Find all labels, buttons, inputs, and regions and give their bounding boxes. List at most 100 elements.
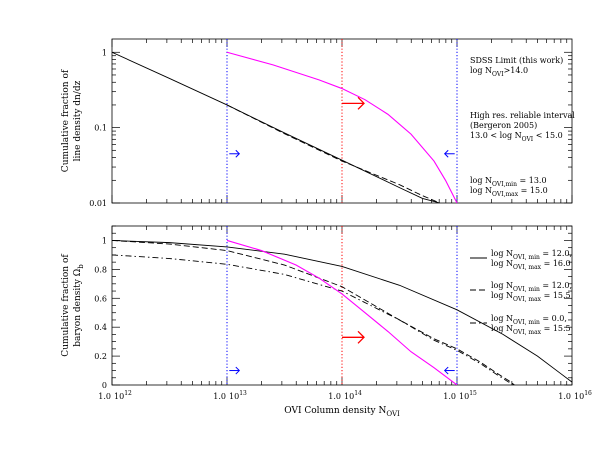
top-annotation-1-line-1: (Bergeron 2005) — [470, 121, 537, 130]
top-series-magenta-line — [226, 51, 458, 203]
top-panel-line-density: 1 0.1 0.01 Cumulative fraction of line densi… — [61, 38, 575, 208]
top-y-axis-label-line1: Cumulative fraction of — [61, 69, 71, 172]
bottom-y-tick-label: 0.6 — [94, 294, 107, 303]
top-annotation-1-line-2-part: OVI — [522, 136, 534, 143]
bottom-y-tick-label: 0.8 — [94, 265, 107, 274]
top-annotation-1-line-2: 13.0 < log NOVI < 15.0 — [470, 131, 563, 143]
legend-entry-0-line-1-part: = 16.0 — [541, 259, 571, 268]
legend-entry-2-line-0: log NOVI, min = 0.0, — [491, 314, 567, 326]
top-annotation-0-line-1-part: log N — [470, 66, 492, 75]
legend-entry-0-line-0-part: = 12.0, — [540, 249, 572, 258]
legend-entry-2-line-0-part: OVI, min — [513, 319, 540, 326]
x-tick-label-exponent: 12 — [124, 390, 132, 397]
legend-entry-2-line-1-part: = 15.5 — [541, 324, 571, 333]
legend-entry-1-line-1-part: = 15.5 — [541, 291, 571, 300]
x-tick-label-prefix: 1.0 — [443, 392, 456, 401]
legend-entry-0-line-0-part: OVI, min — [513, 254, 540, 261]
x-tick-label-prefix: 1.0 — [213, 392, 226, 401]
bottom-y-tick-label: 0 — [102, 381, 107, 390]
x-tick-label-exponent: 14 — [354, 390, 362, 397]
legend-entry-1-line-1: log NOVI, max = 15.5 — [491, 291, 571, 303]
top-annotation-1-line-2-part: < 15.0 — [533, 131, 563, 140]
bottom-panel-baryon-density: 00.20.40.60.811.0 1012 1.0 1013 1.0 1014 1.0 10… — [61, 225, 592, 418]
top-annotation-0-line-1-part: OVI — [492, 71, 504, 78]
legend-entry-2-line-1: log NOVI, max = 15.5 — [491, 324, 571, 336]
top-annotation-0-line-1: log NOVI>14.0 — [470, 66, 528, 78]
bottom-y-axis-label-line1: Cumulative fraction of — [61, 254, 71, 357]
top-y-axis-label-line2: line density dn/dz — [73, 80, 83, 161]
x-tick-label: 1015 — [459, 390, 477, 401]
bottom-arrow-right — [229, 366, 241, 375]
top-y-tick-label: 0.01 — [89, 199, 107, 208]
legend-entry-1-line-0-part: log N — [491, 281, 513, 290]
top-y-tick-label: 0.1 — [94, 124, 107, 133]
legend-entry-2-line-1-part: OVI, max — [513, 329, 542, 336]
top-annotation-2-line-0-part: log N — [470, 176, 492, 185]
top-series-solid-line — [112, 51, 440, 203]
x-tick-label-base: 10 — [229, 392, 239, 401]
x-tick-label-prefix: 1.0 — [98, 392, 111, 401]
bottom-y-tick-label: 0.4 — [94, 323, 107, 332]
x-tick-label-base: 10 — [574, 392, 584, 401]
legend-entry-0-line-1-part: OVI, max — [513, 264, 542, 271]
top-y-axis-label: Cumulative fraction of line density dn/dz — [61, 69, 83, 172]
x-tick-label-exponent: 15 — [469, 390, 477, 397]
x-tick-label: 1016 — [574, 390, 592, 401]
x-tick-label-base: 10 — [344, 392, 354, 401]
top-arrow-right — [229, 149, 241, 158]
bottom-arrow-right — [342, 330, 365, 344]
top-annotation-1-line-1-part: (Bergeron 2005) — [470, 121, 537, 130]
top-y-axis-label-line2-text: line density dn/dz — [73, 80, 83, 161]
top-arrow-left — [443, 149, 455, 158]
top-annotation-2-line-0: log NOVI,min = 13.0 — [470, 176, 547, 188]
x-tick-label-base: 10 — [459, 392, 469, 401]
top-annotation-2-line-1-part: log N — [470, 186, 492, 195]
bottom-y-axis-label-line2: baryon density Ωb — [73, 264, 85, 347]
top-annotation-2-line-1-part: = 15.0 — [518, 186, 548, 195]
bottom-y-tick-label: 1 — [102, 236, 107, 245]
top-series-dashed-line — [226, 104, 440, 203]
bottom-y-tick-label: 0.2 — [94, 352, 107, 361]
top-annotation-2-line-0-part: OVI,min — [492, 181, 517, 188]
legend-entry-2-line-1-part: log N — [491, 324, 513, 333]
legend-entry-1-line-1-part: log N — [491, 291, 513, 300]
x-tick-label-exponent: 16 — [584, 390, 592, 397]
bottom-y-axis-label: Cumulative fraction of baryon density Ωb — [61, 254, 85, 357]
top-annotation-1-line-2-part: 13.0 < log N — [470, 131, 522, 140]
legend-entry-2-line-0-part: log N — [491, 314, 513, 323]
top-annotation-0-line-1-part: >14.0 — [504, 66, 529, 75]
x-tick-label-base: 10 — [114, 392, 124, 401]
bottom-series-dashed-line — [112, 240, 515, 385]
top-annotation-0-line-0: SDSS Limit (this work) — [470, 56, 563, 65]
top-y-tick-label: 1 — [102, 48, 107, 57]
legend-entry-0-line-1-part: log N — [491, 259, 513, 268]
legend-entry-2-line-0-part: = 0.0, — [540, 314, 567, 323]
x-axis-label: OVI Column density NOVI — [284, 406, 400, 418]
bottom-y-axis-label-line2-text: baryon density Ω — [73, 269, 83, 347]
x-tick-label-prefix: 1.0 — [558, 392, 571, 401]
legend-entry-1-line-0-part: = 12.0, — [540, 281, 572, 290]
x-axis-label-subscript: OVI — [386, 410, 400, 418]
top-annotation-1-line-0: High res. reliable interval — [470, 111, 575, 120]
legend-entry-1-line-0: log NOVI, min = 12.0, — [491, 281, 572, 293]
x-tick-label: 1014 — [344, 390, 362, 401]
legend-entry-0-line-0-part: log N — [491, 249, 513, 258]
bottom-y-axis-label-subscript: b — [77, 264, 85, 269]
top-annotation-1-line-0-part: High res. reliable interval — [470, 111, 575, 120]
bottom-series-solid-line — [112, 240, 572, 383]
x-tick-label-prefix: 1.0 — [328, 392, 341, 401]
x-tick-label: 1012 — [114, 390, 132, 401]
top-arrow-right — [342, 96, 365, 110]
x-axis-label-text: OVI Column density N — [284, 406, 386, 416]
bottom-arrow-left — [443, 366, 455, 375]
legend-entry-1-line-1-part: OVI, max — [513, 296, 542, 303]
top-annotation-2-line-1-part: OVI,max — [492, 191, 519, 198]
top-annotation-2-line-0-part: = 13.0 — [517, 176, 547, 185]
legend-entry-0-line-1: log NOVI, max = 16.0 — [491, 259, 571, 271]
top-annotation-0-line-0-part: SDSS Limit (this work) — [470, 56, 563, 65]
bottom-series-magenta-line — [226, 239, 458, 385]
top-annotation-2-line-1: log NOVI,max = 15.0 — [470, 186, 548, 198]
x-tick-label: 1013 — [229, 390, 247, 401]
legend-entry-1-line-0-part: OVI, min — [513, 286, 540, 293]
